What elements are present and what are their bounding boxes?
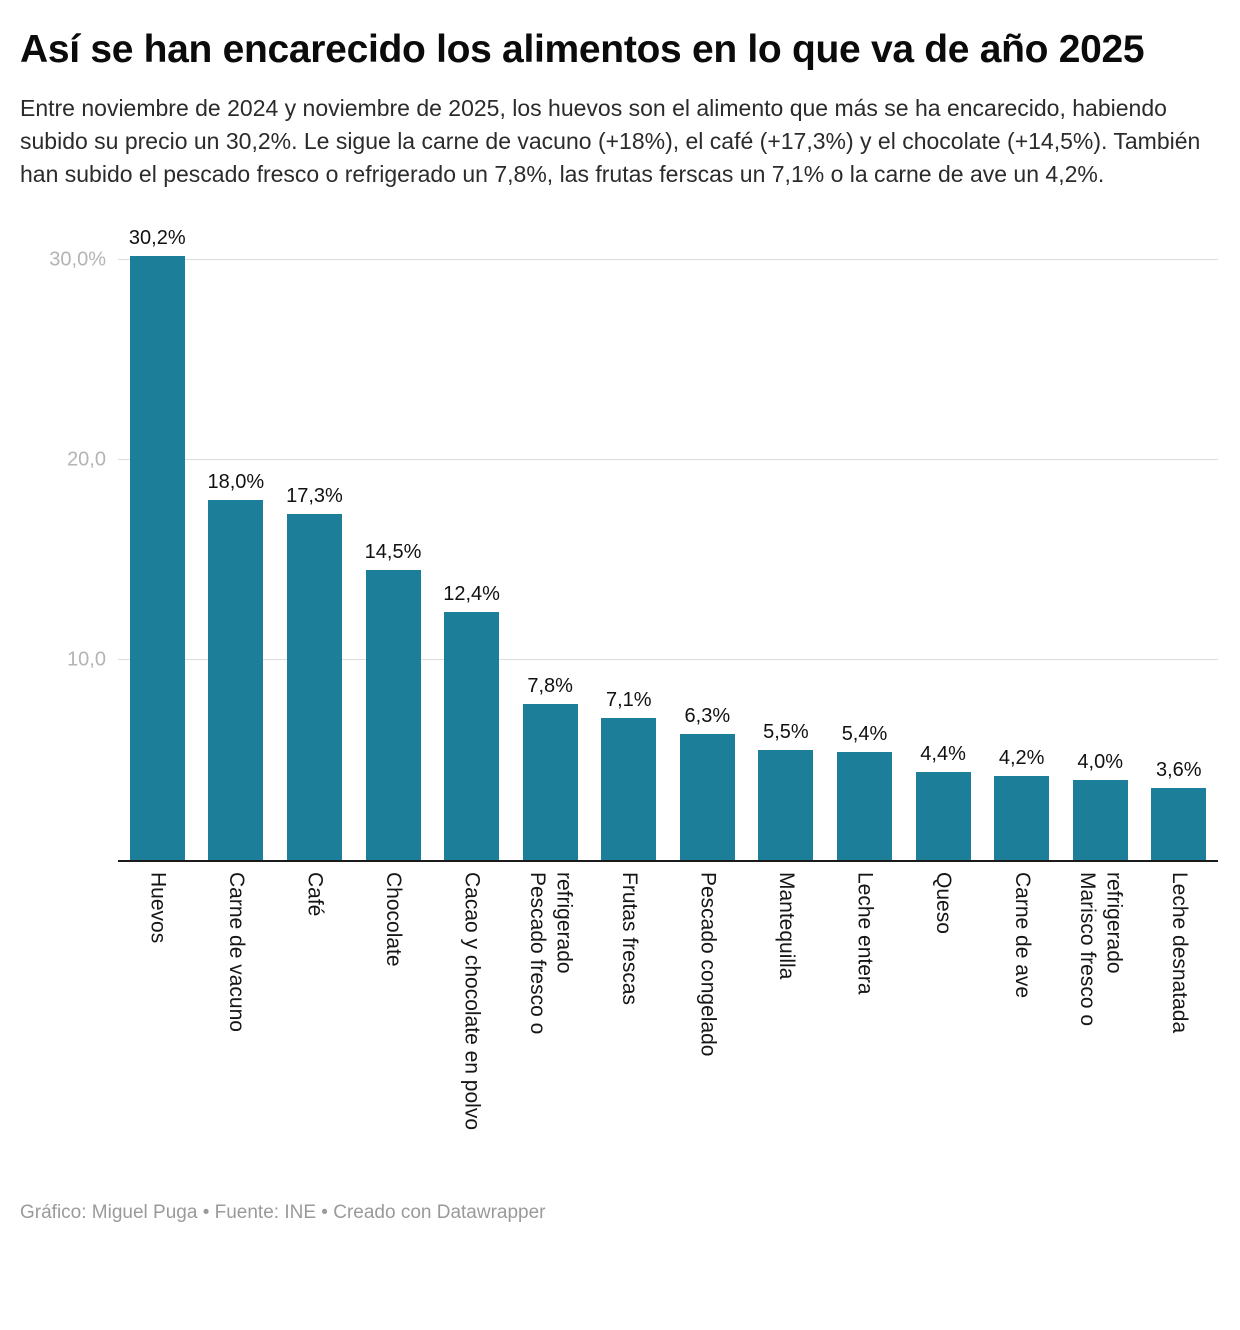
bar-value-label: 4,2% <box>998 746 1045 769</box>
x-axis-label: Chocolate <box>382 871 406 967</box>
x-axis-label-slot: Huevos <box>118 862 197 1162</box>
gridline <box>118 458 1218 460</box>
bar-value-label: 7,8% <box>527 674 573 697</box>
x-axis-label: Leche entera <box>853 871 877 995</box>
footer-credit: Gráfico: Miguel Puga • Fuente: INE • Cre… <box>20 1201 546 1223</box>
x-axis-label: Leche desnatada <box>1167 871 1191 1034</box>
bar <box>1072 779 1128 860</box>
bar-value-label: 18,0% <box>207 470 265 493</box>
bar-value-label: 17,3% <box>286 484 343 507</box>
bar-value-label: 14,5% <box>364 540 422 563</box>
bar-column: 5,4% <box>825 723 904 860</box>
y-axis-tick-label: 10,0 <box>67 648 106 671</box>
x-axis-labels: Huevos Carne de vacuno Café Chocolate Cacao … <box>118 862 1218 1162</box>
bar <box>601 717 657 860</box>
bar <box>208 499 264 860</box>
bar-column: 18,0% <box>197 471 276 860</box>
bar-column: 30,2% <box>118 227 197 860</box>
x-axis-label: Pescado congelado <box>696 871 720 1057</box>
x-axis-label: Queso <box>932 871 956 934</box>
x-axis-label-slot: Mantequilla <box>747 862 826 1162</box>
bar-column: 12,4% <box>432 583 511 860</box>
x-axis-label: Mantequilla <box>775 871 799 980</box>
bar-column: 14,5% <box>354 541 433 860</box>
bar-column: 4,0% <box>1061 751 1140 860</box>
x-axis-label-slot: Marisco fresco o refrigerado <box>1061 862 1140 1162</box>
bar-column: 7,8% <box>511 675 590 860</box>
x-axis-label: Frutas frescas <box>617 871 641 1005</box>
bar-value-label: 4,0% <box>1077 750 1124 773</box>
bar-column: 7,1% <box>589 689 668 860</box>
x-axis-label-slot: Leche entera <box>825 862 904 1162</box>
x-axis-label: Marisco fresco o refrigerado <box>1076 871 1126 1026</box>
bar-column: 3,6% <box>1140 759 1219 860</box>
chart-page: Así se han encarecido los alimentos en l… <box>20 28 1218 1223</box>
plot-area: 30,0% 20,0 10,0 30,2% 18,0% 17,3% 14,5% 12,4% 7,… <box>49 215 1218 862</box>
x-axis-label: Café <box>303 871 327 917</box>
bar <box>915 771 971 860</box>
chart-description: Entre noviembre de 2024 y noviembre de 2… <box>20 94 1201 187</box>
bar-value-label: 12,4% <box>443 582 500 605</box>
x-axis-label-slot: Café <box>275 862 354 1162</box>
bar-value-label: 6,3% <box>684 704 731 727</box>
x-axis-label-slot: Leche desnatada <box>1140 862 1219 1162</box>
bar-value-label: 30,2% <box>128 226 186 249</box>
bar-column: 6,3% <box>668 705 747 860</box>
bar-value-label: 5,5% <box>763 720 809 743</box>
bar-column: 17,3% <box>275 485 354 860</box>
bar <box>994 775 1050 860</box>
x-axis-label: Huevos <box>146 871 170 944</box>
x-axis-label-slot: Queso <box>904 862 983 1162</box>
bar-column: 4,4% <box>904 743 983 860</box>
x-axis-label: Carne de ave <box>1010 871 1034 998</box>
page-title: Así se han encarecido los alimentos en l… <box>20 28 1145 71</box>
bar-column: 5,5% <box>747 721 826 860</box>
x-axis-label: Pescado fresco o refrigerado <box>526 871 576 1035</box>
bar-value-label: 5,4% <box>841 722 888 745</box>
bar <box>522 703 578 860</box>
bar <box>679 733 735 860</box>
x-axis-label: Carne de vacuno <box>224 871 248 1032</box>
bar-value-label: 4,4% <box>920 742 966 765</box>
x-axis-label-slot: Pescado congelado <box>668 862 747 1162</box>
bar-value-label: 7,1% <box>605 688 652 711</box>
gridline <box>118 258 1218 260</box>
bar <box>129 255 185 860</box>
x-axis-label-slot: Cacao y chocolate en polvo <box>432 862 511 1162</box>
bar <box>1151 787 1207 860</box>
x-axis-label: Cacao y chocolate en polvo <box>460 871 484 1130</box>
x-axis-label-slot: Frutas frescas <box>589 862 668 1162</box>
bar-chart: 30,0% 20,0 10,0 30,2% 18,0% 17,3% 14,5% 12,4% 7,… <box>20 215 1218 1162</box>
bar <box>758 749 814 860</box>
gridline <box>118 658 1218 660</box>
x-axis-label-slot: Chocolate <box>354 862 433 1162</box>
bar <box>836 751 892 860</box>
y-axis-tick-label: 30,0% <box>49 248 106 271</box>
bar-column: 4,2% <box>982 747 1061 860</box>
bar <box>365 569 421 860</box>
x-axis-label-slot: Carne de vacuno <box>197 862 276 1162</box>
x-axis-label-slot: Carne de ave <box>982 862 1061 1162</box>
bar <box>286 513 342 860</box>
y-axis-tick-label: 20,0 <box>67 448 106 471</box>
bar-value-label: 3,6% <box>1156 758 1202 781</box>
x-axis-label-slot: Pescado fresco o refrigerado <box>511 862 590 1162</box>
bar <box>444 611 500 860</box>
bars-row: 30,2% 18,0% 17,3% 14,5% 12,4% 7,8% 7,1% 6,3% 5,5… <box>118 215 1218 860</box>
